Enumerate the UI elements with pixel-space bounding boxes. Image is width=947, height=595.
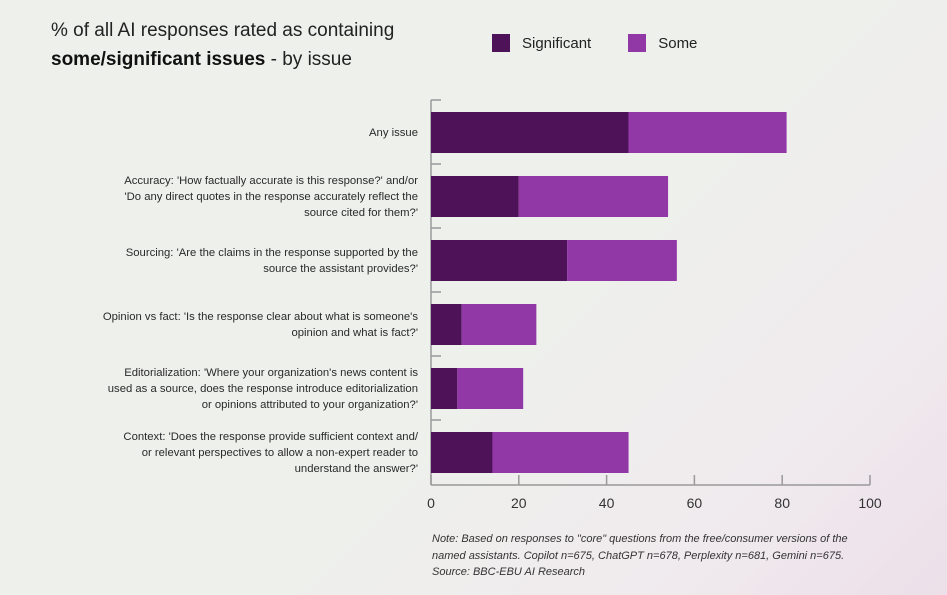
category-label-line: Context: 'Does the response provide suff… (123, 430, 418, 443)
bar-some (518, 176, 669, 217)
legend-label: Some (658, 34, 698, 52)
category-label-line: source the assistant provides?' (263, 262, 418, 275)
bar-significant (431, 112, 629, 153)
category-label: Sourcing: 'Are the claims in the respons… (38, 245, 418, 277)
category-label-line: used as a source, does the response intr… (107, 382, 418, 395)
title-line-2: some/significant issues - by issue (51, 45, 394, 74)
legend-item-significant: Significant (492, 34, 591, 52)
bar-some (457, 368, 524, 409)
bar-significant (431, 176, 519, 217)
x-tick-label: 0 (427, 495, 435, 511)
x-tick-label: 80 (774, 495, 790, 511)
x-tick-label: 20 (511, 495, 527, 511)
category-label: Opinion vs fact: 'Is the response clear … (38, 309, 418, 341)
legend-item-some: Some (628, 34, 697, 52)
legend: Significant Some (492, 34, 734, 52)
chart-title: % of all AI responses rated as containin… (51, 16, 394, 74)
bar-significant (431, 240, 568, 281)
category-label: Editorialization: 'Where your organizati… (38, 365, 418, 413)
category-label: Accuracy: 'How factually accurate is thi… (38, 173, 418, 221)
bar-significant (431, 368, 458, 409)
category-label-line: Editorialization: 'Where your organizati… (124, 366, 418, 379)
category-label-line: Accuracy: 'How factually accurate is thi… (124, 174, 418, 187)
footnote: Note: Based on responses to "core" quest… (432, 533, 848, 578)
x-tick-label: 60 (687, 495, 703, 511)
category-label-line: Sourcing: 'Are the claims in the respons… (125, 246, 418, 259)
legend-label: Significant (522, 34, 592, 52)
x-tick-label: 40 (599, 495, 615, 511)
legend-swatch-some (628, 34, 647, 52)
category-label-line: opinion and what is fact?' (291, 326, 418, 339)
legend-swatch-significant (492, 34, 510, 52)
bar-significant (431, 432, 493, 473)
title-bold: some/significant issues (51, 49, 266, 70)
bar-some (567, 240, 677, 281)
bar-some (492, 432, 629, 473)
category-label-line: Opinion vs fact: 'Is the response clear … (102, 310, 418, 323)
category-label: Any issue (38, 125, 418, 141)
bar-some (461, 304, 537, 345)
category-label-line: 'Do any direct quotes in the response ac… (124, 190, 418, 203)
bar-significant (431, 304, 462, 345)
x-tick-label: 100 (858, 495, 882, 511)
category-label-line: source cited for them?' (304, 206, 418, 219)
category-label-line: or opinions attributed to your organizat… (201, 398, 418, 411)
title-suffix: - by issue (265, 49, 352, 70)
title-line-1: % of all AI responses rated as containin… (51, 20, 395, 41)
category-label-line: Any issue (369, 126, 418, 139)
category-label: Context: 'Does the response provide suff… (38, 429, 418, 477)
bar-some (628, 112, 787, 153)
category-label-line: understand the answer?' (294, 462, 418, 475)
category-label-line: or relevant perspectives to allow a non-… (141, 446, 418, 459)
